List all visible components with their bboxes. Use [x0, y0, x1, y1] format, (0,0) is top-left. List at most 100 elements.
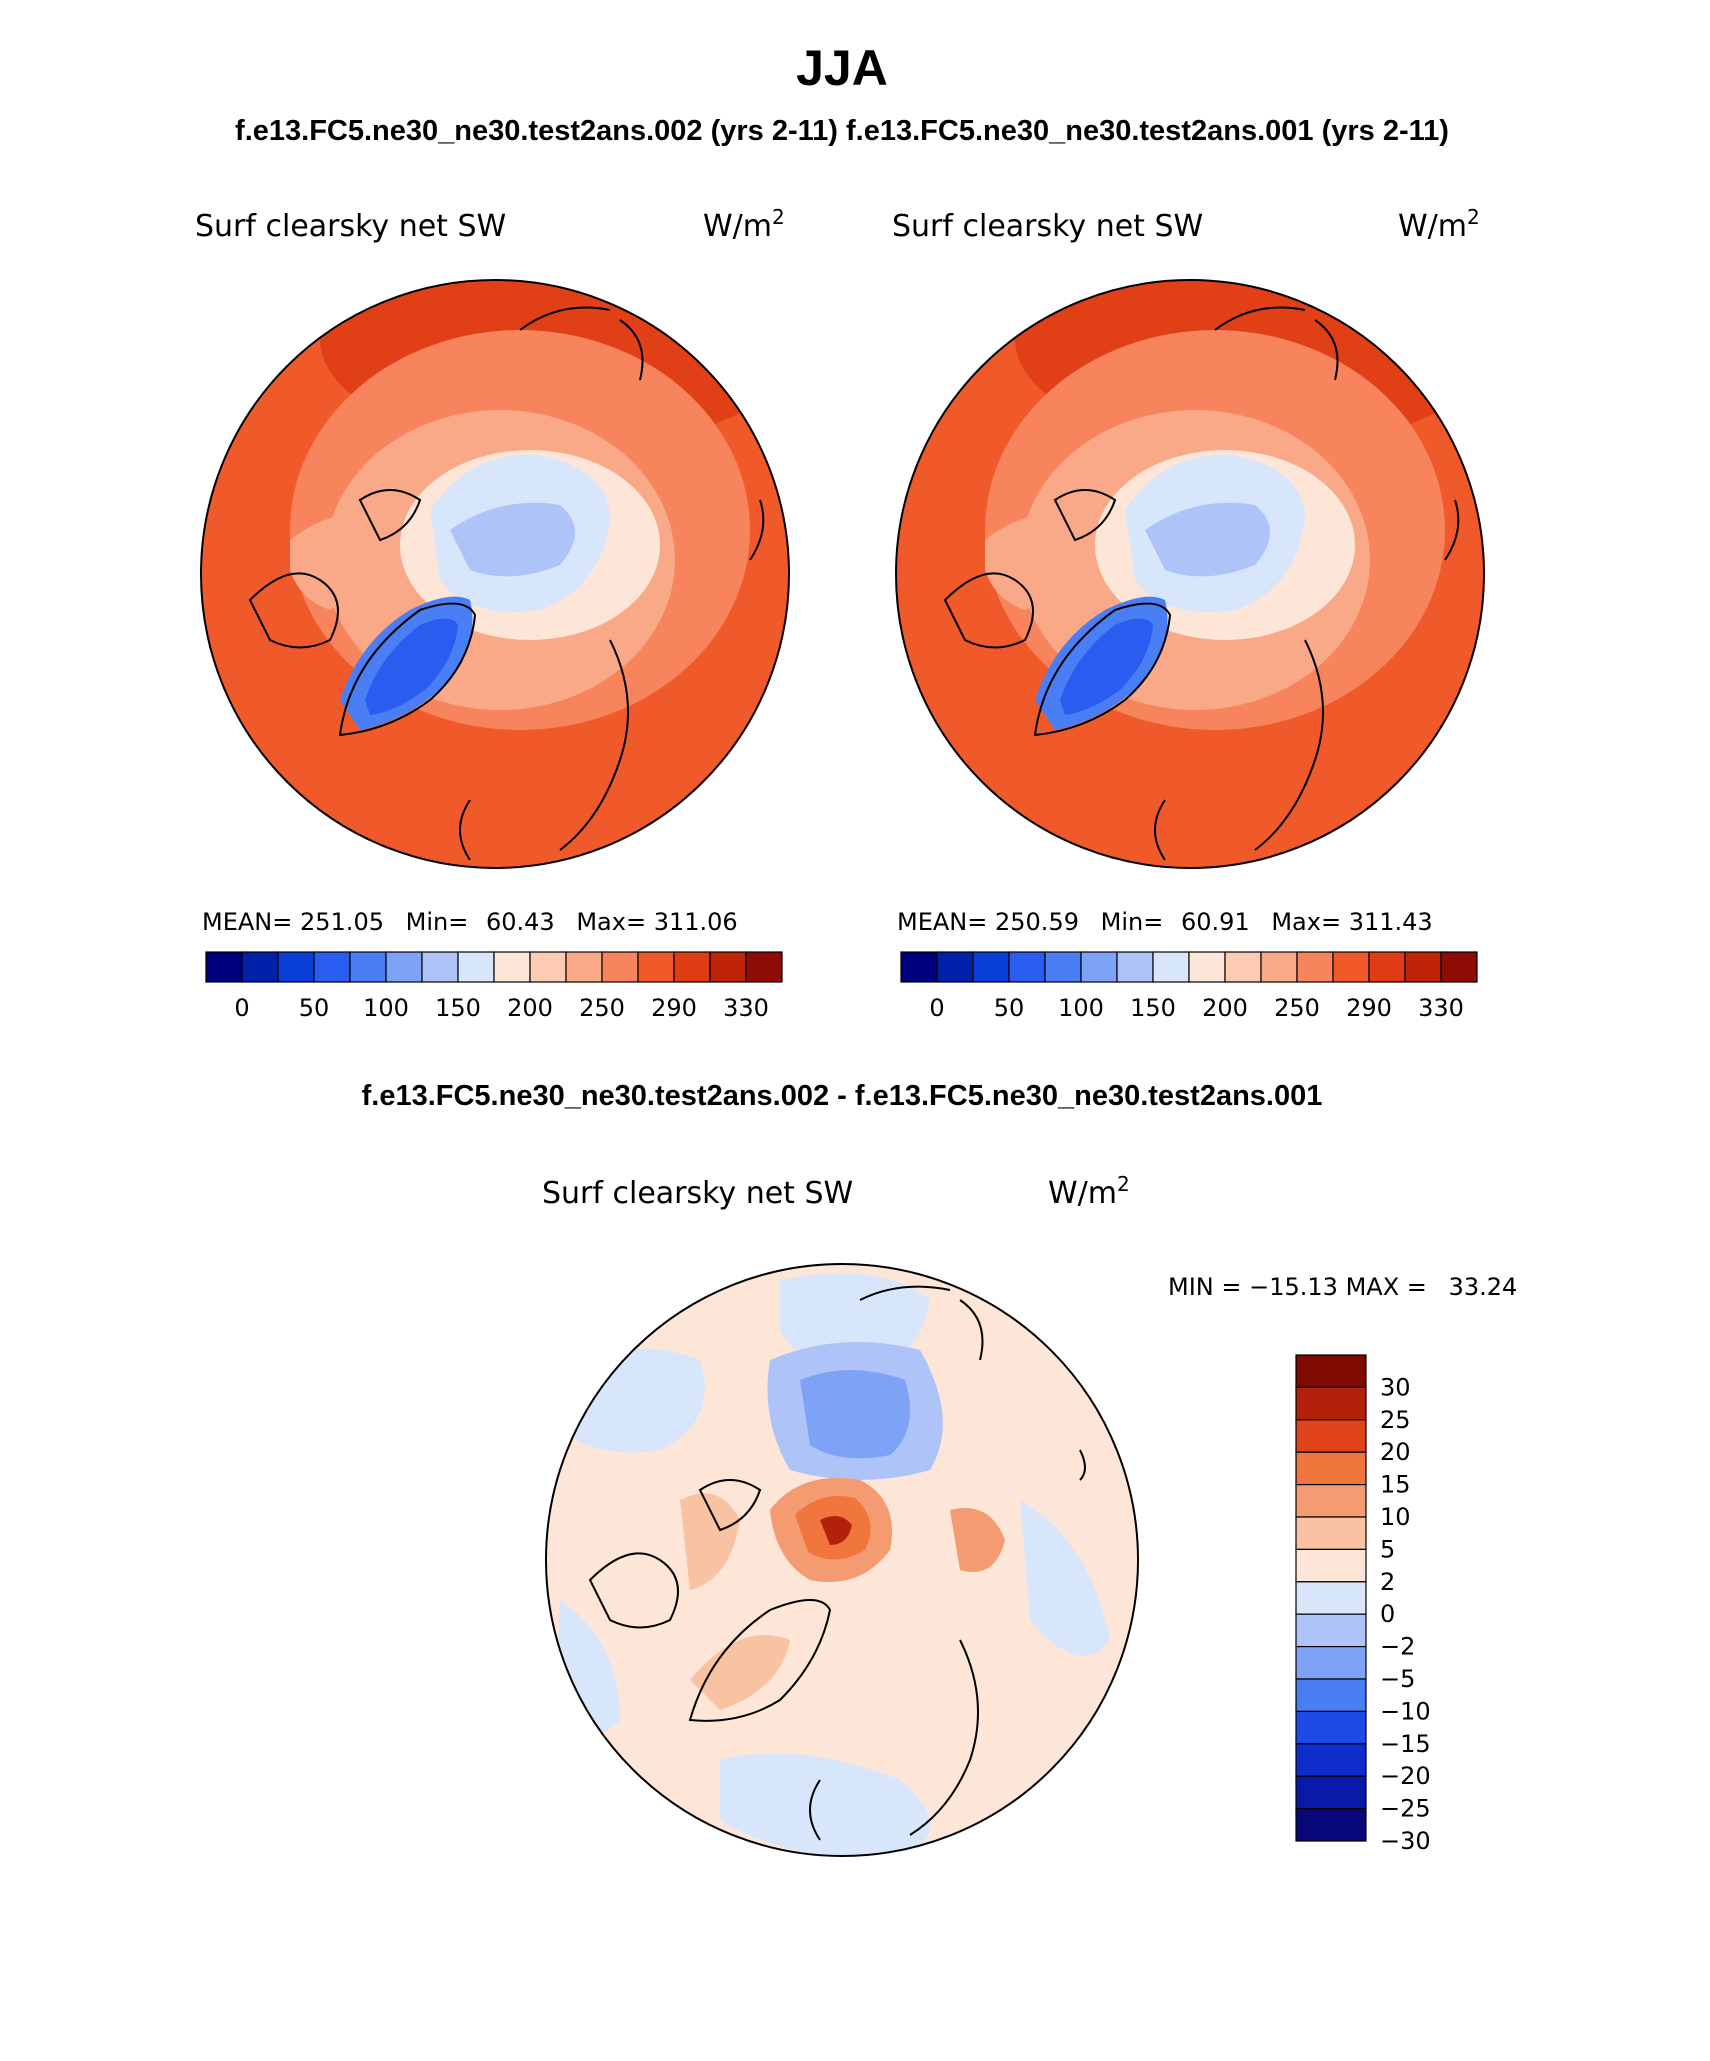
diff-pos-east — [950, 1508, 1005, 1572]
stat-min-diff: −15.13 — [1249, 1273, 1338, 1301]
colorbar-bin — [1116, 951, 1154, 983]
coastlines-right — [943, 306, 1460, 861]
colorbar-bin — [1296, 951, 1334, 983]
diff-neg-east — [1020, 1500, 1110, 1656]
panel-right-units: W/m2 — [1398, 205, 1480, 244]
stat-min-label-diff: MIN = — [1168, 1273, 1241, 1301]
panel-diff-stats: MIN = −15.13 MAX = 33.24 — [1168, 1273, 1517, 1301]
stat-min-left: 60.43 — [486, 908, 555, 936]
panel-left-title: Surf clearsky net SW — [195, 209, 506, 244]
colorbar-bin — [1295, 1775, 1367, 1810]
field-canada-pale-right — [985, 513, 1095, 610]
stat-max-left: 311.06 — [654, 908, 738, 936]
panel-left-units-exp: 2 — [772, 205, 785, 229]
colorbar-bin — [1440, 951, 1478, 983]
coastlines-left — [248, 306, 765, 861]
colorbar-bin — [457, 951, 495, 983]
panel-left-units-base: W/m — [703, 209, 772, 244]
colorbar-tick-label: 2 — [1380, 1568, 1395, 1596]
stat-max-label-diff: MAX = — [1346, 1273, 1427, 1301]
colorbar-tick-label: 50 — [299, 994, 330, 1022]
panel-right-map — [896, 280, 1484, 868]
colorbar-bin — [493, 951, 531, 983]
colorbar-bin — [277, 951, 315, 983]
colorbar-tick-label: −15 — [1380, 1730, 1431, 1758]
panel-right: Surf clearsky net SW W/m2 MEAN= 250.59 M… — [892, 205, 1485, 1022]
field-central-arctic-right — [1145, 502, 1270, 577]
panel-diff-units-base: W/m — [1048, 1176, 1117, 1211]
colorbar-tick-label: −5 — [1380, 1665, 1415, 1693]
colorbar-right: 0 50 100 150 200 250 290 330 — [900, 951, 1478, 1022]
map-border-right — [895, 279, 1485, 869]
diff-pos-canada — [680, 1493, 740, 1590]
panel-left: Surf clearsky net SW W/m2 MEAN= 251.05 M… — [195, 205, 790, 1022]
colorbar-bin — [1295, 1354, 1367, 1389]
colorbar-bin — [1404, 951, 1442, 983]
colorbar-tick-label: 0 — [1380, 1600, 1395, 1628]
colorbar-bin — [1295, 1743, 1367, 1777]
colorbar-bin — [313, 951, 351, 983]
colorbar-bin — [900, 951, 938, 983]
colorbar-tick-label: −10 — [1380, 1697, 1431, 1725]
colorbar-tick-label: 0 — [234, 994, 249, 1022]
colorbar-tick-label: 250 — [1274, 994, 1320, 1022]
colorbar-tick-label: 0 — [929, 994, 944, 1022]
panel-right-stats: MEAN= 250.59 Min= 60.91 Max= 311.43 — [897, 908, 1433, 936]
panel-right-units-base: W/m — [1398, 209, 1467, 244]
colorbar-tick-label: 330 — [723, 994, 769, 1022]
colorbar-bin — [241, 951, 279, 983]
colorbar-tick-label: 150 — [1130, 994, 1176, 1022]
stat-max-label-right: Max= — [1271, 908, 1341, 936]
colorbar-tick-label: 200 — [1202, 994, 1248, 1022]
colorbar-bin — [1332, 951, 1370, 983]
colorbar-bin — [1295, 1419, 1367, 1453]
colorbar-tick-label: 20 — [1380, 1438, 1411, 1466]
stat-mean-right: 250.59 — [995, 908, 1079, 936]
panel-diff-units: W/m2 — [1048, 1172, 1130, 1211]
colorbar-tick-label: 30 — [1380, 1373, 1411, 1401]
colorbar-bin — [1295, 1710, 1367, 1745]
field-canada-pale-left — [290, 513, 400, 610]
colorbar-tick-label: −2 — [1380, 1633, 1415, 1661]
field-central-arctic-left — [450, 502, 575, 577]
colorbar-tick-label: 50 — [994, 994, 1025, 1022]
panel-right-title: Surf clearsky net SW — [892, 209, 1203, 244]
runs-title: f.e13.FC5.ne30_ne30.test2ans.002 (yrs 2-… — [235, 115, 1449, 147]
panel-left-stats: MEAN= 251.05 Min= 60.43 Max= 311.06 — [202, 908, 738, 936]
colorbar-bin — [936, 951, 974, 983]
colorbar-bin — [1224, 951, 1262, 983]
map-border-diff — [545, 1263, 1139, 1857]
colorbar-bin — [1295, 1581, 1367, 1615]
panel-right-units-exp: 2 — [1467, 205, 1480, 229]
colorbar-bin — [637, 951, 675, 983]
colorbar-bin — [529, 951, 567, 983]
colorbar-tick-label: −25 — [1380, 1795, 1431, 1823]
colorbar-bin — [745, 951, 783, 983]
stat-min-label-right: Min= — [1101, 908, 1164, 936]
field-greenland-inner-right — [1060, 618, 1153, 715]
colorbar-left: 0 50 100 150 200 250 290 330 — [205, 951, 783, 1022]
colorbar-bin — [1295, 1645, 1367, 1680]
stat-mean-left: 251.05 — [300, 908, 384, 936]
colorbar-bin — [1295, 1678, 1367, 1713]
panel-left-map — [201, 280, 789, 868]
colorbar-bin — [673, 951, 711, 983]
colorbar-bin — [1295, 1548, 1367, 1583]
colorbar-tick-label: −20 — [1380, 1762, 1431, 1790]
colorbar-bin — [1295, 1613, 1367, 1648]
stat-mean-label-right: MEAN= — [897, 908, 987, 936]
colorbar-tick-label: 200 — [507, 994, 553, 1022]
panel-diff: Surf clearsky net SW W/m2 MIN = −15.13 — [542, 1172, 1517, 1857]
colorbar-tick-label: 10 — [1380, 1503, 1411, 1531]
colorbar-tick-label: 15 — [1380, 1471, 1411, 1499]
colorbar-bin — [1152, 951, 1190, 983]
season-title: JJA — [796, 40, 888, 96]
colorbar-bin — [1260, 951, 1298, 983]
field-greenland-inner-left — [365, 618, 458, 715]
colorbar-bin — [972, 951, 1010, 983]
colorbar-bin — [385, 951, 423, 983]
stat-min-right: 60.91 — [1181, 908, 1250, 936]
colorbar-bin — [1295, 1386, 1367, 1421]
colorbar-bin — [1008, 951, 1046, 983]
